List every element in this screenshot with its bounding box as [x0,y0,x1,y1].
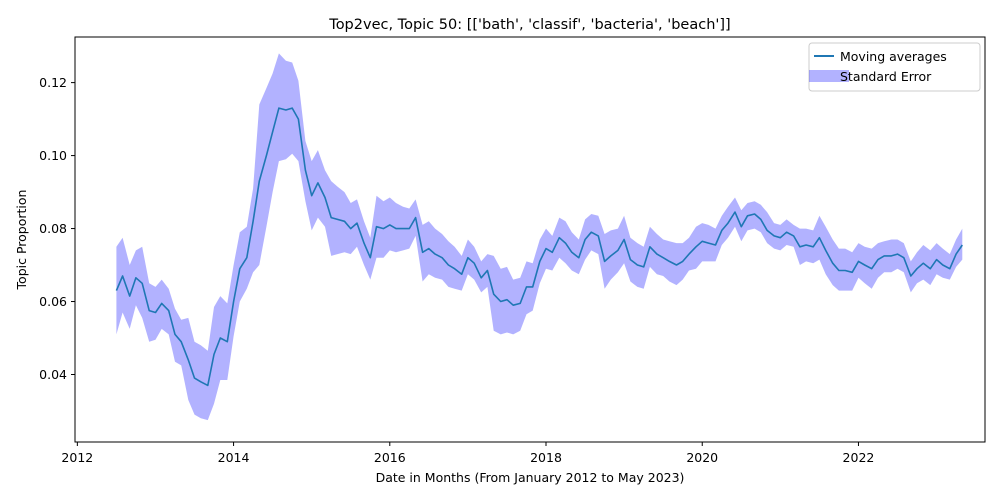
y-axis-label: Topic Proportion [14,190,29,291]
x-axis: 2012 2014 2016 2018 2020 2022 [61,442,874,465]
x-tick-label: 2016 [374,450,406,465]
y-tick-label: 0.04 [39,367,67,382]
x-tick-label: 2012 [61,450,93,465]
y-tick-label: 0.06 [39,294,67,309]
moving-average-line [115,107,963,387]
x-tick-label: 2014 [218,450,250,465]
y-tick-label: 0.10 [39,148,67,163]
y-tick-label: 0.08 [39,221,67,236]
axes-frame [74,36,986,443]
legend-label-standard-error: Standard Error [840,69,932,84]
legend-swatch-standard-error [809,70,849,82]
legend-box [808,42,981,92]
plot-area [115,53,963,421]
legend-label-moving-averages: Moving averages [840,49,947,64]
x-tick-label: 2020 [686,450,718,465]
x-axis-label: Date in Months (From January 2012 to May… [376,470,685,485]
standard-error-band [116,53,963,421]
x-tick-label: 2022 [843,450,875,465]
y-tick-label: 0.12 [39,75,67,90]
chart-title: Top2vec, Topic 50: [['bath', 'classif', … [328,17,730,33]
x-tick-label: 2018 [530,450,562,465]
y-axis: 0.04 0.06 0.08 0.10 0.12 [39,75,75,382]
legend: Moving averages Standard Error [808,42,981,92]
